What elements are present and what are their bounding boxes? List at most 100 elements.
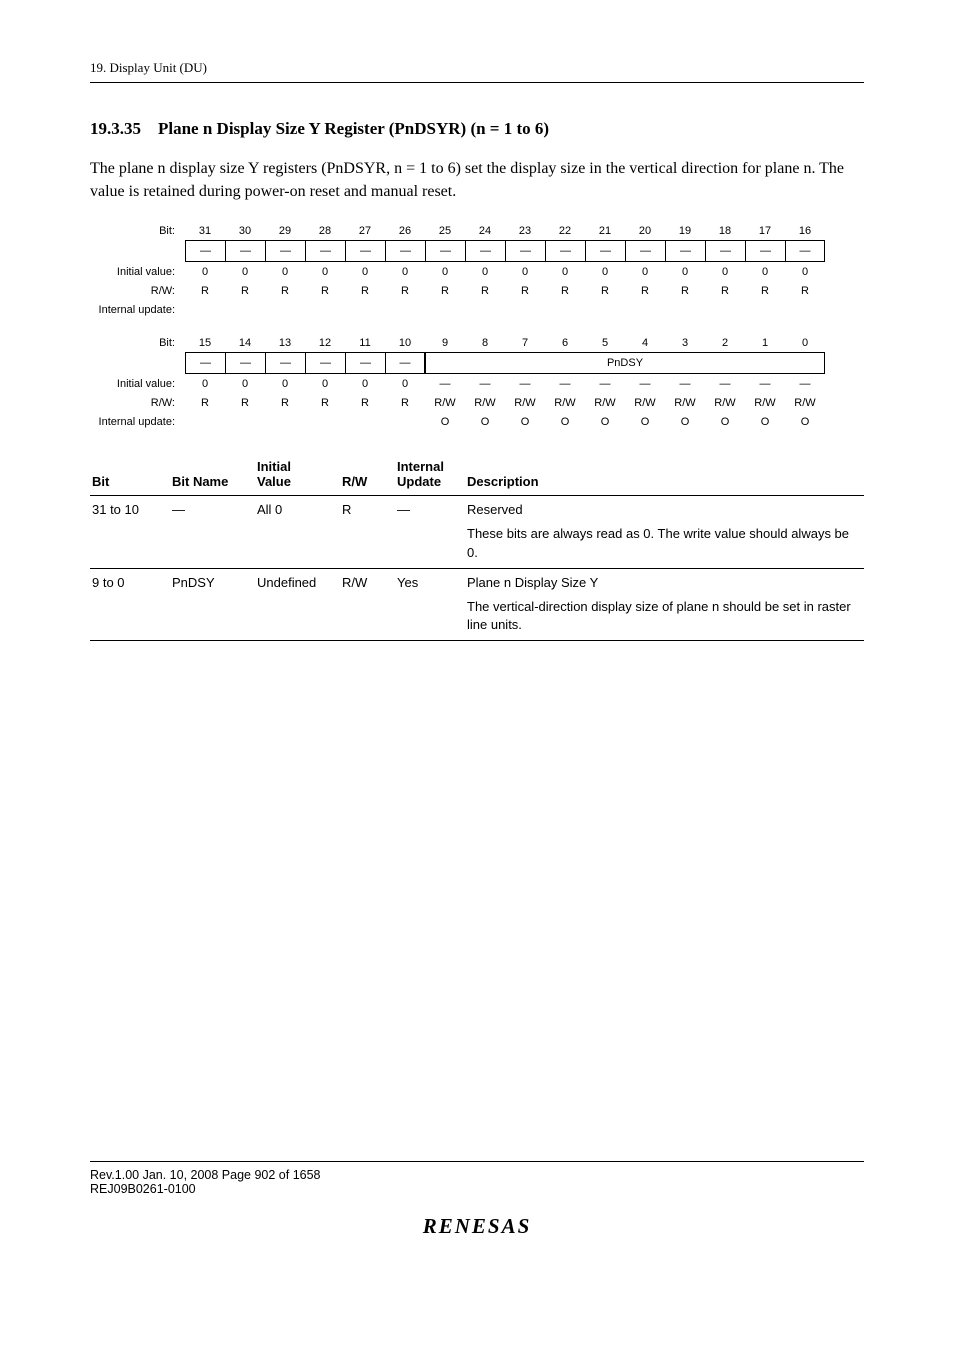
reg-cell: O [625,416,665,428]
reg-cell: 27 [345,225,385,237]
reg-cell [185,416,225,428]
reg-cell: — [305,352,345,374]
reg-cell: 3 [665,337,705,349]
internal-update-label: Internal update: [90,416,185,428]
reg-cell: 30 [225,225,265,237]
reg-cell: 9 [425,337,465,349]
section-title: Plane n Display Size Y Register (PnDSYR)… [158,119,549,138]
reg-cell: O [505,416,545,428]
reg-cell: — [745,240,785,262]
reg-cell: R/W [585,397,625,409]
reg-cell: — [785,240,825,262]
reg-cell: — [185,240,225,262]
reg-cell [225,416,265,428]
reg-cell: R [225,285,265,297]
reg-cell: 8 [465,337,505,349]
reg-cell: 0 [465,266,505,278]
reg-cell: 5 [585,337,625,349]
desc-title: Plane n Display Size Y [467,575,854,590]
reg-cell: 0 [305,378,345,390]
col-bitname: Bit Name [170,453,255,496]
reg-cell: — [705,240,745,262]
reg-cell: O [465,416,505,428]
renesas-logo: RENESAS [90,1214,864,1239]
reg-cell: R [345,397,385,409]
desc-body: The vertical-direction display size of p… [467,598,854,634]
reg-cell: — [585,240,625,262]
reg-cell: — [665,240,705,262]
desc-body: These bits are always read as 0. The wri… [467,525,854,561]
reg-cell: R [785,285,825,297]
reg-cell [265,416,305,428]
reg-cell: — [785,378,825,390]
reg-cell: 12 [305,337,345,349]
reg-cell: O [545,416,585,428]
initial-value-label: Initial value: [90,266,185,278]
reg-cell: 10 [385,337,425,349]
bit-description-table: Bit Bit Name Initial Value R/W Internal … [90,453,864,641]
reg-cell: R/W [745,397,785,409]
reg-cell: 22 [545,225,585,237]
reg-cell: — [265,352,305,374]
reg-cell: 0 [185,266,225,278]
initial-value-label: Initial value: [90,378,185,390]
reg-cell: 14 [225,337,265,349]
reg-cell: 26 [385,225,425,237]
reg-cell: O [665,416,705,428]
reg-cell: 0 [185,378,225,390]
reg-cell: R [665,285,705,297]
reg-cell: 0 [785,337,825,349]
section-heading: 19.3.35 Plane n Display Size Y Register … [90,119,864,139]
cell-description: Plane n Display Size Y The vertical-dire… [465,568,864,640]
page-container: 19. Display Unit (DU) 19.3.35 Plane n Di… [0,0,954,1279]
reg-cell: R/W [705,397,745,409]
reg-cell: R [425,285,465,297]
reg-cell: 0 [665,266,705,278]
footer-rev: Rev.1.00 Jan. 10, 2008 Page 902 of 1658 [90,1168,864,1182]
running-header: 19. Display Unit (DU) [90,60,864,83]
section-number: 19.3.35 [90,119,141,138]
cell-initial: Undefined [255,568,340,640]
reg-cell: — [465,378,505,390]
register-field-pndsy: PnDSY [425,352,825,374]
reg-cell: 31 [185,225,225,237]
cell-rw: R/W [340,568,395,640]
reg-cell: 13 [265,337,305,349]
reg-cell: R [185,397,225,409]
reg-cell: R [585,285,625,297]
reg-cell: 0 [265,378,305,390]
reg-cell: 0 [785,266,825,278]
reg-cell: R [505,285,545,297]
table-row: 31 to 10 — All 0 R — Reserved These bits… [90,496,864,568]
reg-cell: — [505,240,545,262]
reg-cell: R/W [785,397,825,409]
reg-cell: — [505,378,545,390]
reg-cell: R [465,285,505,297]
reg-cell: R/W [505,397,545,409]
reg-cell: — [385,352,425,374]
reg-cell: — [705,378,745,390]
rw-label: R/W: [90,397,185,409]
reg-cell: — [585,378,625,390]
internal-update-label: Internal update: [90,304,185,316]
reg-cell: R [265,397,305,409]
reg-cell: — [345,352,385,374]
reg-cell: R/W [425,397,465,409]
cell-bit: 31 to 10 [90,496,170,568]
cell-description: Reserved These bits are always read as 0… [465,496,864,568]
reg-cell: 0 [345,378,385,390]
reg-cell: 0 [385,378,425,390]
reg-cell: R/W [625,397,665,409]
reg-cell [345,416,385,428]
reg-cell: O [425,416,465,428]
reg-cell: 17 [745,225,785,237]
reg-cell: 0 [705,266,745,278]
cell-bit: 9 to 0 [90,568,170,640]
cell-bitname: PnDSY [170,568,255,640]
col-initial: Initial Value [255,453,340,496]
reg-cell: 0 [225,378,265,390]
footer-docid: REJ09B0261-0100 [90,1182,864,1196]
reg-cell: 1 [745,337,785,349]
reg-cell: R [305,285,345,297]
reg-cell: O [745,416,785,428]
